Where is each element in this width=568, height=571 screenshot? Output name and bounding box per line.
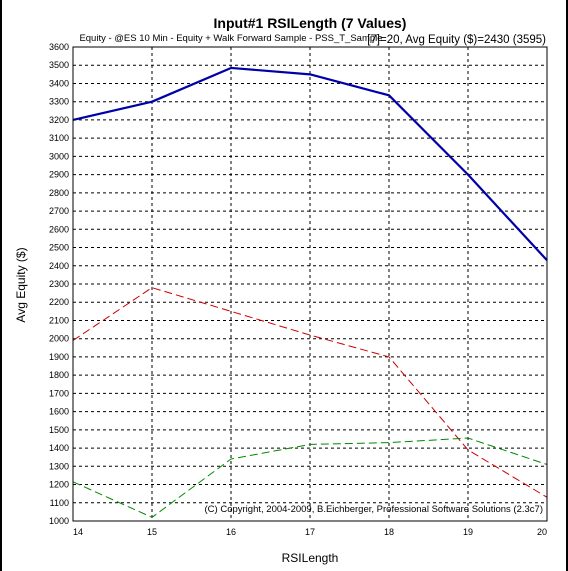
y-tick-label: 1800 [49,370,69,380]
y-tick-label: 1500 [49,425,69,435]
x-tick-label: 15 [147,527,157,537]
x-tick-label: 16 [226,527,236,537]
y-tick-label: 3300 [49,97,69,107]
y-tick-label: 1600 [49,407,69,417]
y-tick-label: 1000 [49,516,69,526]
x-tick-label: 18 [384,527,394,537]
y-tick-label: 2400 [49,261,69,271]
y-tick-label: 3600 [49,42,69,52]
chart-subtitle: Equity - @ES 10 Min - Equity + Walk Forw… [79,33,382,44]
x-tick-label: 20 [537,527,547,537]
y-tick-label: 1200 [49,480,69,490]
series-lines [72,66,548,518]
x-tick-label: 14 [73,527,83,537]
y-tick-label: 2900 [49,170,69,180]
y-tick-label: 1400 [49,443,69,453]
grid-lines [73,47,547,521]
plot-area-border [72,46,548,522]
y-tick-label: 1900 [49,352,69,362]
y-tick-label: 3400 [49,78,69,88]
x-tick-label: 19 [463,527,473,537]
x-tick-labels: 14 15 16 17 18 19 20 [73,527,547,537]
y-tick-label: 1300 [49,461,69,471]
series-1-line [72,66,548,262]
y-tick-label: 3200 [49,115,69,125]
y-tick-label: 2300 [49,279,69,289]
series-2-line [72,287,548,498]
y-tick-label: 2500 [49,243,69,253]
y-tick-label: 3100 [49,133,69,143]
y-tick-labels: 1000 1100 1200 1300 1400 1500 1600 1700 1800 1900… [49,42,69,526]
x-tick-label: 17 [305,527,315,537]
avg-equity-stat: [7]=20, Avg Equity ($)=2430 (3595) [367,34,546,46]
y-tick-label: 2800 [49,188,69,198]
series-3-line [72,437,548,518]
y-tick-label: 2100 [49,315,69,325]
y-tick-label: 2600 [49,224,69,234]
y-tick-label: 3500 [49,60,69,70]
copyright-note: (C) Copyright, 2004-2009, B.Eichberger, … [205,504,543,515]
y-tick-label: 2200 [49,297,69,307]
y-tick-label: 2000 [49,334,69,344]
chart-title: Input#1 RSILength (7 Values) [214,15,407,31]
y-tick-label: 1100 [50,498,69,508]
y-tick-label: 3000 [49,151,69,161]
y-tick-label: 1700 [49,388,69,398]
y-axis-label: Avg Equity ($) [14,247,28,322]
y-tick-label: 2700 [49,206,69,216]
x-axis-label: RSILength [282,551,339,565]
